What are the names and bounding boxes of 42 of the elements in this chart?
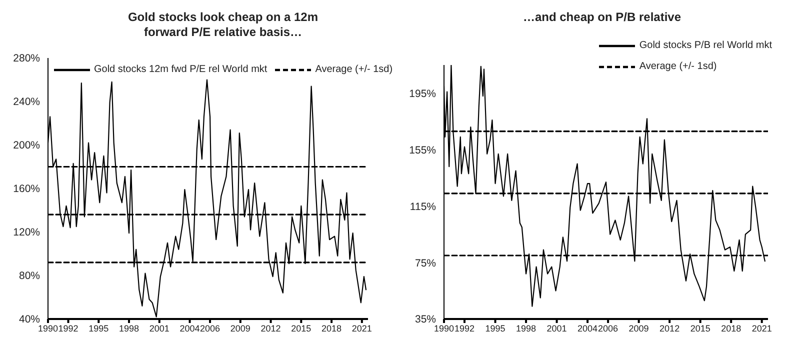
x-tick-label: 2018 — [322, 323, 342, 334]
y-tick-label: 195% — [409, 88, 436, 100]
x-tick-label: 2009 — [230, 323, 250, 334]
x-tick-label: 2015 — [291, 323, 312, 334]
x-tick-label: 2006 — [200, 323, 220, 334]
x-tick-label: 2012 — [260, 323, 281, 334]
x-tick-label: 2012 — [660, 323, 680, 334]
chart-title: …and cheap on P/B relative — [522, 10, 682, 25]
x-tick-label: 1992 — [58, 323, 78, 334]
x-tick-label: 1995 — [485, 323, 506, 334]
y-tick-label: 115% — [410, 200, 436, 213]
chart-title: Gold stocks look cheap on a 12m forward P/E relative basis… — [126, 10, 320, 40]
x-tick-label: 1990 — [434, 323, 454, 334]
x-tick-label: 1998 — [118, 323, 140, 334]
y-tick-label: 160% — [13, 183, 40, 196]
y-tick-label: 40% — [18, 314, 40, 326]
x-tick-label: 1992 — [454, 323, 475, 334]
x-tick-label: 1998 — [516, 323, 536, 334]
y-tick-label: 200% — [13, 140, 40, 152]
x-tick-label: 2004 — [180, 323, 200, 334]
x-tick-label: 1995 — [88, 323, 109, 334]
x-tick-label: 2015 — [690, 323, 710, 334]
y-tick-label: 155% — [409, 144, 436, 156]
x-tick-label: 1990 — [38, 323, 58, 334]
y-tick-label: 240% — [13, 96, 40, 108]
x-tick-label: 2004 — [578, 323, 598, 334]
x-tick-label: 2001 — [546, 323, 567, 334]
legend-label: Gold stocks 12m fwd P/E rel World mkt — [94, 64, 268, 75]
legend-label: Gold stocks P/B rel World mkt — [639, 40, 772, 51]
legend-label: Average (+/- 1sd) — [315, 64, 393, 75]
x-tick-label: 2021 — [352, 323, 372, 334]
y-tick-label: 35% — [414, 314, 436, 326]
x-tick-label: 2006 — [598, 323, 618, 334]
y-tick-label: 120% — [13, 226, 40, 239]
x-tick-label: 2001 — [149, 323, 170, 334]
y-tick-label: 80% — [18, 270, 40, 282]
y-tick-label: 75% — [414, 257, 436, 270]
y-tick-label: 280% — [13, 52, 40, 65]
x-tick-label: 2009 — [628, 323, 649, 334]
x-tick-label: 2018 — [721, 323, 742, 334]
x-tick-label: 2021 — [752, 323, 772, 334]
legend-label: Average (+/- 1sd) — [639, 61, 717, 72]
